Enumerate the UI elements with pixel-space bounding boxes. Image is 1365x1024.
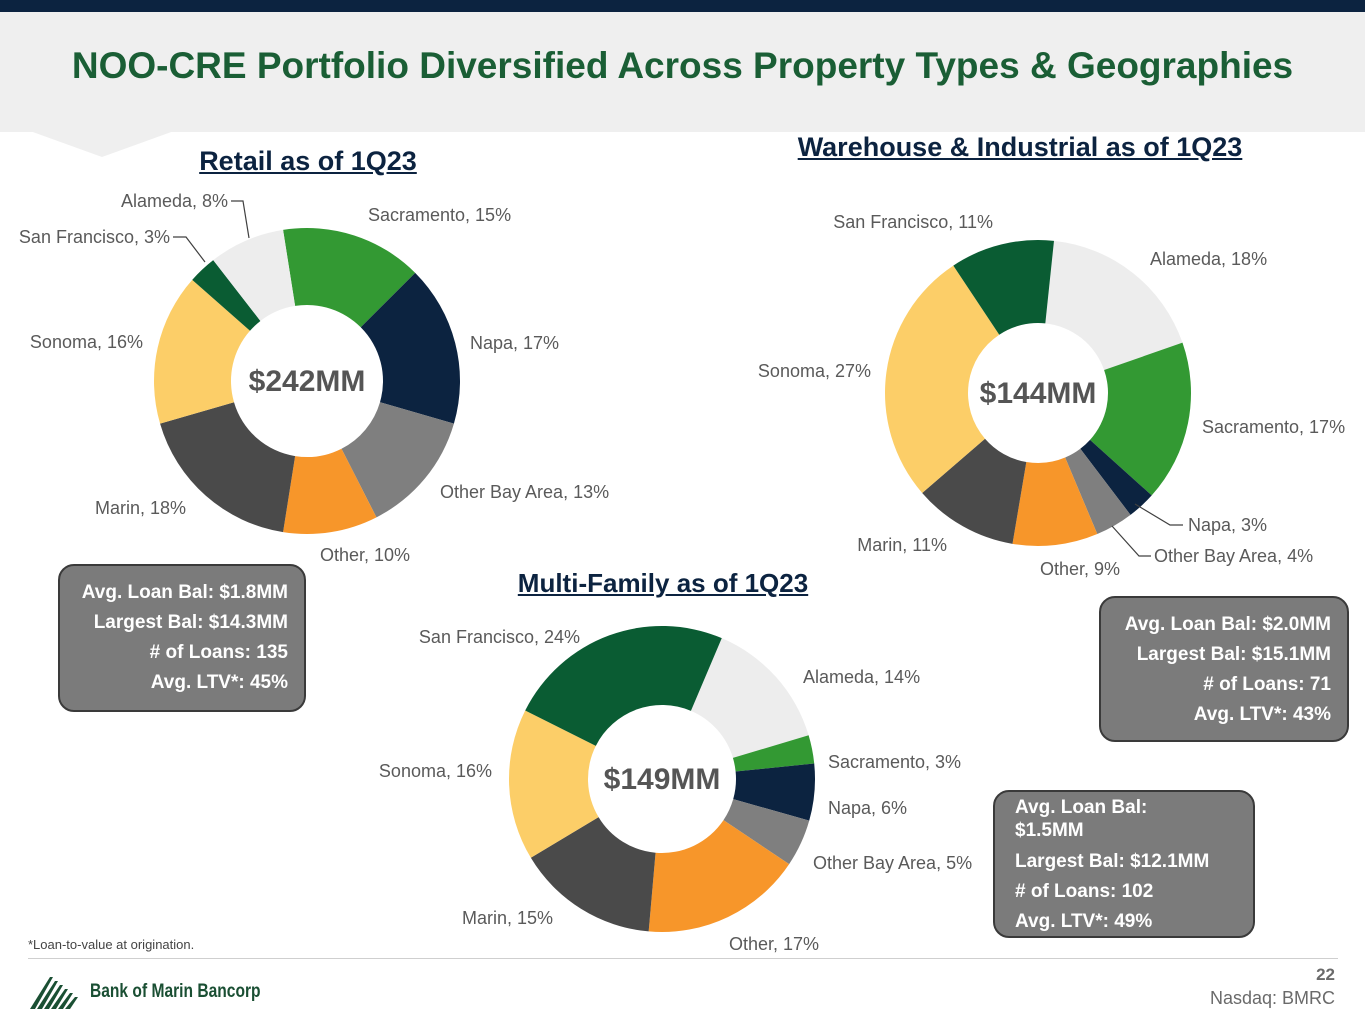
multifamily-label-marin: Marin, 15% — [462, 908, 553, 928]
warehouse-slice-marin — [922, 438, 1027, 544]
header-band — [0, 12, 1365, 132]
warehouse-slice-sonoma — [885, 265, 1000, 493]
footer-divider — [28, 958, 1338, 959]
warehouse-label-san-francisco: San Francisco, 11% — [833, 212, 993, 232]
retail-largest-bal: Largest Bal: $14.3MM — [93, 612, 288, 633]
retail-label-napa: Napa, 17% — [470, 333, 559, 353]
warehouse-stats-box: Avg. Loan Bal: $2.0MM Largest Bal: $15.1… — [1099, 596, 1349, 742]
multifamily-slice-sacramento — [732, 735, 815, 772]
retail-label-san-francisco: San Francisco, 3% — [19, 227, 170, 247]
retail-num-loans: # of Loans: 135 — [149, 642, 288, 663]
multifamily-slice-marin — [530, 817, 656, 932]
multifamily-largest-bal: Largest Bal: $12.1MM — [1015, 851, 1210, 872]
retail-slice-alameda — [213, 229, 296, 321]
warehouse-slice-alameda — [1045, 240, 1183, 370]
retail-slice-sacramento — [283, 228, 416, 328]
header-notch — [30, 131, 174, 157]
warehouse-label-napa: Napa, 3% — [1188, 515, 1267, 535]
warehouse-center-total: $144MM — [980, 377, 1097, 410]
multifamily-slice-napa — [733, 763, 815, 821]
multifamily-slice-alameda — [690, 638, 809, 758]
multifamily-label-sonoma: Sonoma, 16% — [379, 761, 492, 781]
retail-slice-napa — [360, 272, 460, 424]
top-accent-bar — [0, 0, 1365, 12]
retail-avg-ltv: Avg. LTV*: 45% — [150, 672, 288, 693]
company-name: Bank of Marin Bancorp — [90, 981, 261, 1002]
retail-label-alameda: Alameda, 8% — [121, 191, 228, 211]
multifamily-stats-box: Avg. Loan Bal: $1.5MM Largest Bal: $12.1… — [993, 790, 1255, 938]
retail-label-sonoma: Sonoma, 16% — [30, 332, 143, 352]
retail-slice-other — [283, 448, 377, 534]
ltv-footnote: *Loan-to-value at origination. — [28, 937, 195, 952]
multifamily-label-sacramento: Sacramento, 3% — [828, 752, 961, 772]
warehouse-label-other: Other, 9% — [1040, 559, 1120, 579]
warehouse-avg-ltv: Avg. LTV*: 43% — [1193, 704, 1331, 725]
multifamily-avg-ltv: Avg. LTV*: 49% — [1015, 911, 1153, 932]
retail-label-marin: Marin, 18% — [95, 498, 186, 518]
retail-chart-title: Retail as of 1Q23 — [199, 146, 417, 176]
multifamily-slice-other-bay-area — [723, 799, 810, 865]
retail-label-other: Other, 10% — [320, 545, 410, 565]
multifamily-center-total: $149MM — [604, 763, 721, 796]
warehouse-leader-other-bay-area — [1111, 525, 1151, 557]
retail-center-total: $242MM — [249, 365, 366, 398]
warehouse-label-marin: Marin, 11% — [857, 535, 947, 555]
warehouse-num-loans: # of Loans: 71 — [1203, 674, 1331, 695]
multifamily-chart-title: Multi-Family as of 1Q23 — [517, 568, 809, 598]
warehouse-label-sacramento: Sacramento, 17% — [1202, 417, 1345, 437]
page-number: 22 — [1316, 965, 1335, 984]
multifamily-label-san-francisco: San Francisco, 24% — [419, 627, 580, 647]
warehouse-slice-sacramento — [1090, 342, 1192, 496]
retail-label-other-bay-area: Other Bay Area, 13% — [440, 482, 609, 502]
multifamily-slice-san-francisco — [525, 626, 722, 746]
warehouse-leader-napa — [1134, 503, 1183, 526]
retail-slice-sonoma — [154, 279, 250, 424]
warehouse-slice-san-francisco — [953, 240, 1054, 335]
multifamily-label-napa: Napa, 6% — [828, 798, 907, 818]
bank-logo-icon — [30, 977, 78, 1009]
warehouse-largest-bal: Largest Bal: $15.1MM — [1136, 644, 1331, 665]
retail-slice-marin — [160, 402, 296, 533]
company-logo: Bank of Marin Bancorp — [28, 972, 298, 1012]
warehouse-avg-loan-bal: Avg. Loan Bal: $2.0MM — [1124, 614, 1331, 635]
retail-slice-san-francisco — [192, 260, 261, 331]
retail-avg-loan-bal: Avg. Loan Bal: $1.8MM — [81, 582, 288, 603]
warehouse-label-alameda: Alameda, 18% — [1150, 249, 1267, 269]
warehouse-slice-other-bay-area — [1065, 448, 1131, 535]
warehouse-label-sonoma: Sonoma, 27% — [758, 361, 871, 381]
multifamily-avg-loan-bal: Avg. Loan Bal: $1.5MM — [1015, 797, 1148, 841]
retail-label-sacramento: Sacramento, 15% — [368, 205, 511, 225]
warehouse-label-other-bay-area: Other Bay Area, 4% — [1154, 546, 1313, 566]
multifamily-label-other: Other, 17% — [729, 934, 819, 954]
multifamily-slice-other — [648, 820, 790, 932]
retail-stats-box: Avg. Loan Bal: $1.8MM Largest Bal: $14.3… — [58, 564, 306, 712]
warehouse-chart-title: Warehouse & Industrial as of 1Q23 — [797, 132, 1243, 162]
multifamily-label-alameda: Alameda, 14% — [803, 667, 920, 687]
retail-leader-alameda — [231, 200, 250, 239]
warehouse-slice-napa — [1080, 439, 1152, 515]
warehouse-slice-other — [1012, 457, 1098, 546]
retail-leader-san-francisco — [173, 236, 206, 263]
multifamily-label-other-bay-area: Other Bay Area, 5% — [813, 853, 972, 873]
multifamily-slice-sonoma — [508, 710, 599, 858]
page-title: NOO-CRE Portfolio Diversified Across Pro… — [71, 45, 1294, 86]
multifamily-num-loans: # of Loans: 102 — [1015, 881, 1154, 902]
ticker-label: Nasdaq: BMRC — [1209, 988, 1335, 1008]
retail-slice-other-bay-area — [341, 402, 454, 518]
